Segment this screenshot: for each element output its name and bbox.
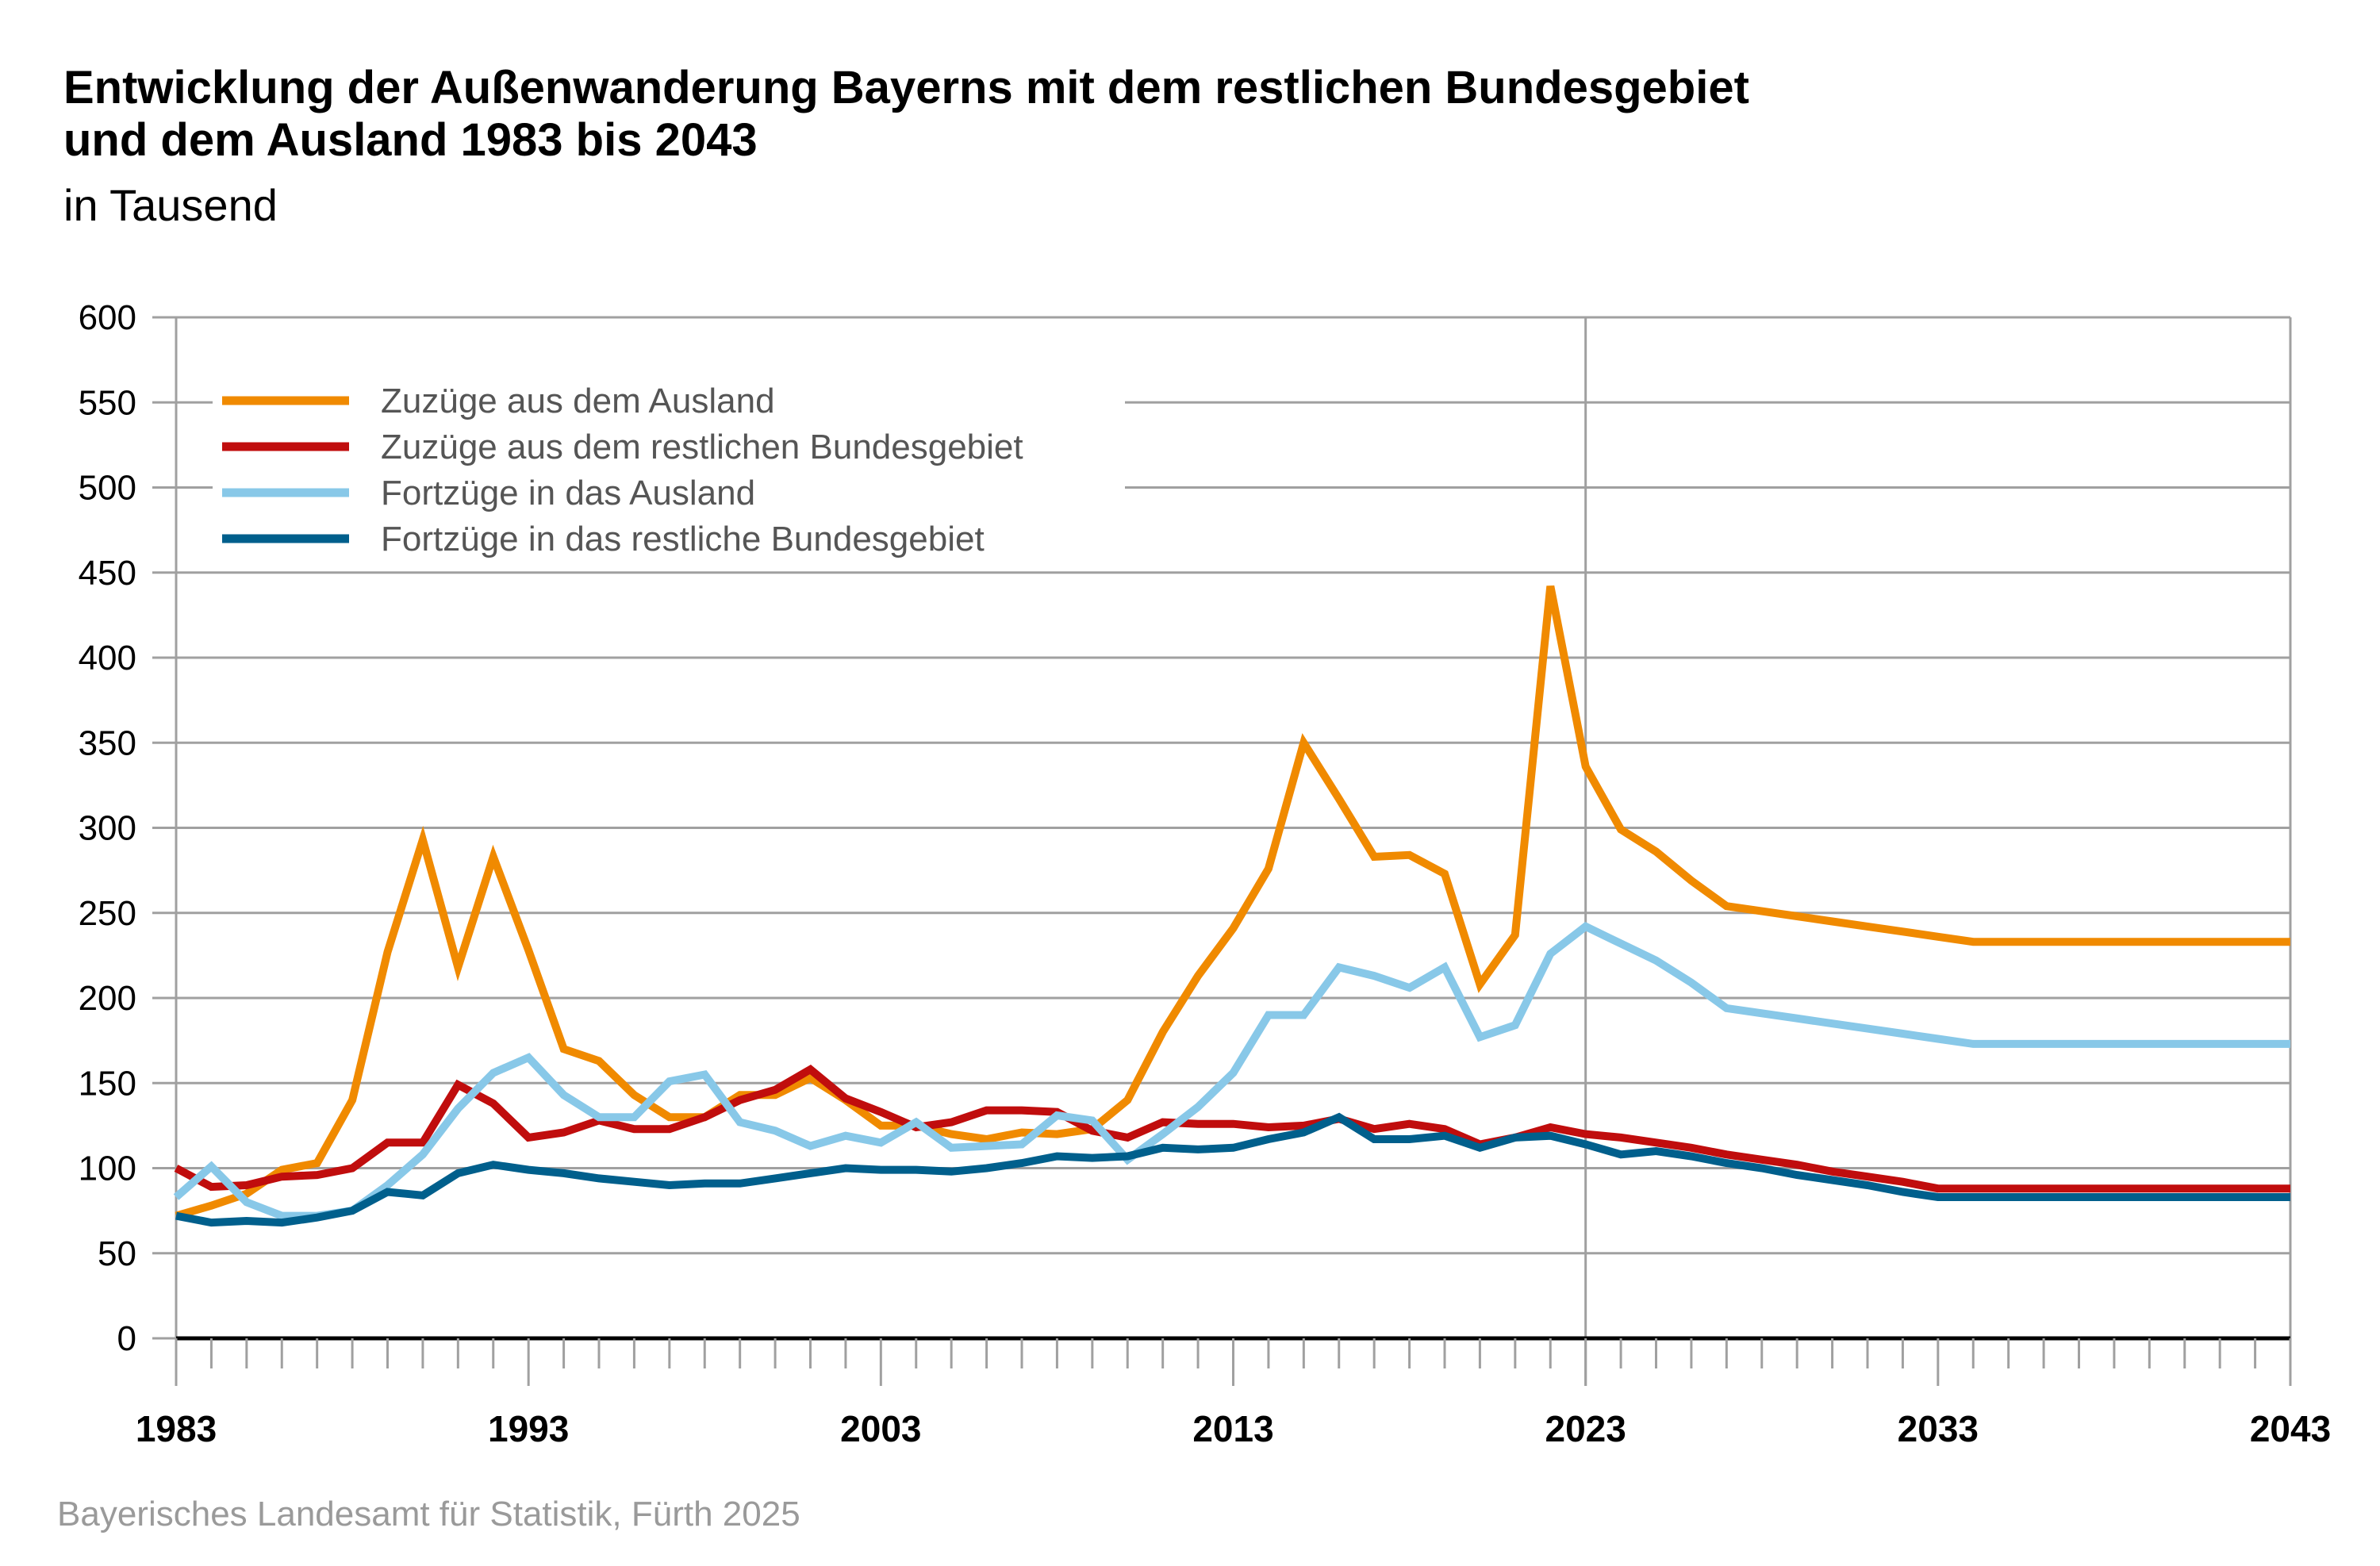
y-tick-label: 100 (79, 1150, 136, 1188)
x-tick-label: 2033 (1898, 1408, 1979, 1449)
y-tick-label: 300 (79, 809, 136, 848)
y-tick-label: 250 (79, 894, 136, 933)
series-line-4 (175, 1112, 2290, 1227)
series-line-1 (175, 585, 2290, 1220)
chart-title-line-1: Entwicklung der Außenwanderung Bayerns m… (63, 62, 1749, 113)
y-tick-label: 550 (79, 383, 136, 422)
y-tick-label: 200 (79, 979, 136, 1018)
x-tick-label: 1993 (488, 1408, 569, 1449)
y-tick-label: 0 (117, 1319, 136, 1358)
y-tick-label: 50 (98, 1234, 136, 1273)
legend-background (213, 365, 1125, 567)
x-tick-label: 2023 (1545, 1408, 1626, 1449)
y-tick-label: 450 (79, 554, 136, 593)
y-tick-label: 350 (79, 724, 136, 762)
y-tick-label: 150 (79, 1064, 136, 1103)
y-tick-label: 500 (79, 469, 136, 508)
legend: Zuzüge aus dem Ausland Zuzüge aus dem res… (213, 365, 1125, 567)
y-tick-label: 600 (79, 298, 136, 337)
y-tick-label: 400 (79, 639, 136, 677)
chart-title-line-2: und dem Ausland 1983 bis 2043 (63, 114, 758, 166)
legend-label-2: Zuzüge aus dem restlichen Bundesgebiet (381, 428, 1023, 466)
x-axis-ticks: 1983 1993 2003 2013 2023 2033 2043 (136, 1338, 2331, 1449)
x-tick-label: 2013 (1192, 1408, 1273, 1449)
x-tick-label: 2003 (840, 1408, 921, 1449)
legend-label-4: Fortzüge in das restliche Bundesgebiet (381, 520, 985, 558)
legend-label-3: Fortzüge in das Ausland (381, 474, 755, 512)
series-line-2 (174, 1065, 2290, 1193)
legend-label-1: Zuzüge aus dem Ausland (381, 382, 775, 420)
x-tick-label: 1983 (136, 1408, 217, 1449)
series-lines (173, 585, 2290, 1227)
source-footer: Bayerisches Landesamt für Statistik, Für… (57, 1495, 800, 1533)
series-line-3 (173, 922, 2290, 1220)
chart-subtitle: in Tausend (63, 180, 278, 230)
y-axis-ticks: 0 50 100 150 200 250 300 350 400 450 500 550 600 (79, 298, 136, 1358)
chart-title: Entwicklung der Außenwanderung Bayerns m… (63, 62, 1749, 167)
x-tick-label: 2043 (2250, 1408, 2331, 1449)
